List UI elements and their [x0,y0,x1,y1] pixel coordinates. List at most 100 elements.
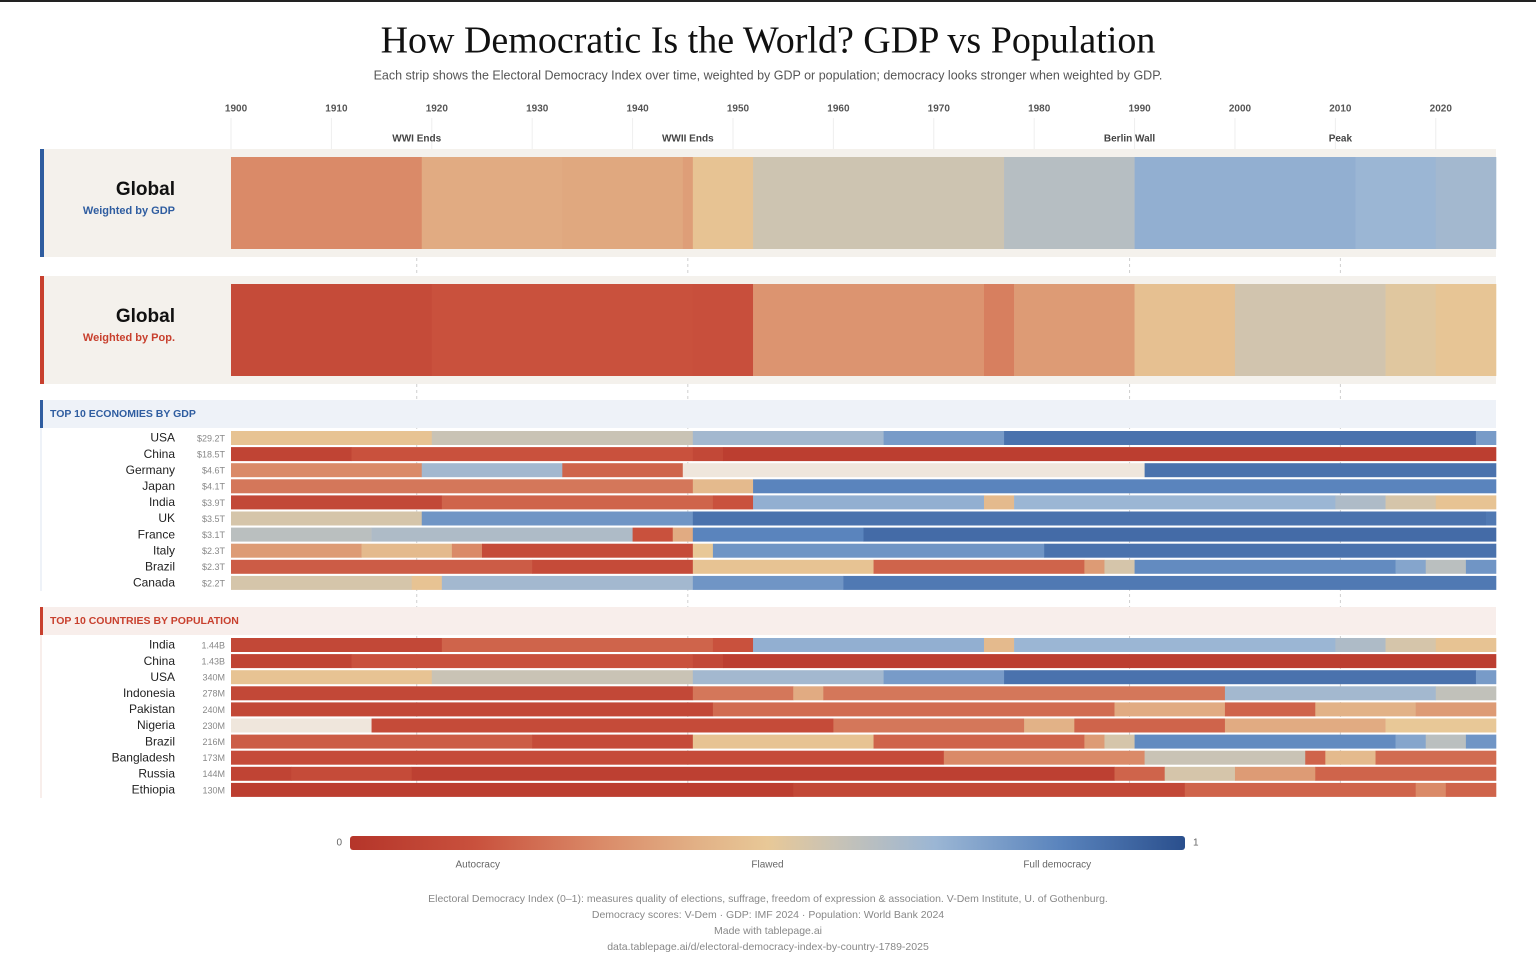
strip-cell [1475,431,1497,445]
strip-cell [1385,718,1497,733]
strip-cell [411,575,443,590]
strip-cell [692,559,874,574]
row-name: Italy [153,543,175,557]
strip-cell [231,766,292,781]
x-tick-label: 2020 [1430,104,1453,115]
row-metric: $2.3T [202,546,226,556]
x-tick-label: 1950 [727,104,750,115]
section-header [40,607,1496,635]
strip-cell [692,670,884,685]
strip-cell [823,686,1226,701]
strip-cell [361,543,453,558]
strip-cell [632,527,674,542]
strip-cell [692,479,754,494]
section-title: TOP 10 ECONOMIES BY GDP [50,408,196,420]
strip-cell [753,638,985,652]
row-metric: 340M [202,673,225,683]
strip-cell [421,157,563,249]
strip-cell [863,527,1497,542]
strip-cell [231,495,443,510]
row-name: China [144,447,176,461]
strip-cell [231,782,794,797]
strip-cell [231,718,372,733]
row-metric: 130M [202,785,225,795]
strip-cell [1305,750,1326,765]
strip-cell [1355,157,1437,249]
strip-cell [1435,638,1497,652]
event-label: WWII Ends [662,134,714,145]
strip-cell [431,670,694,685]
strip-cell [431,431,694,445]
strip-cell [692,431,884,445]
row-name: Brazil [145,559,175,573]
row-name: Germany [126,463,175,477]
strip-cell [1395,734,1427,749]
strip-cell [231,479,694,494]
section-rail [40,428,42,591]
strip-cell [231,511,423,526]
strip-cell [1234,766,1316,781]
strip-cell [1415,702,1497,717]
strip-cell [1114,766,1165,781]
strip-cell [753,157,1005,249]
strip-cell [1044,543,1497,558]
row-metric: 1.43B [201,656,225,666]
strip-cell [793,782,1186,797]
strip-cell [231,447,352,462]
strip-cell [843,575,1497,590]
row-metric: 240M [202,705,225,715]
panel-subtitle: Weighted by Pop. [83,332,175,344]
legend-label: Autocracy [456,860,500,871]
strip-cell [753,284,985,376]
row-metric: $29.2T [197,433,226,443]
panel-subtitle: Weighted by GDP [83,205,175,217]
strip-cell [1475,670,1497,685]
legend-label: Full democracy [1023,860,1091,871]
x-tick-label: 1990 [1128,104,1151,115]
row-metric: $18.5T [197,449,226,459]
strip-cell [532,559,694,574]
strip-cell [983,638,1015,652]
strip-cell [231,654,352,669]
strip-cell [1104,559,1135,574]
strip-cell [441,495,714,510]
strip-cell [532,734,694,749]
strip-cell [562,157,684,249]
x-tick-label: 1930 [526,104,549,115]
strip-cell [231,750,945,765]
strip-cell [1485,511,1497,526]
strip-cell [231,157,423,249]
strip-cell [1084,734,1105,749]
strip-cell [692,543,714,558]
row-metric: 278M [202,689,225,699]
section-title: TOP 10 COUNTRIES BY POPULATION [50,615,239,627]
x-tick-label: 2010 [1329,104,1352,115]
strip-cell [722,447,1497,462]
legend-max: 1 [1193,838,1199,849]
strip-cell [873,734,1085,749]
strip-cell [231,702,714,717]
strip-cell [1315,766,1497,781]
footer-line: Made with tablepage.ai [714,925,822,937]
strip-cell [1385,638,1437,652]
strip-cell [291,766,413,781]
strip-cell [421,511,694,526]
event-label: WWI Ends [392,134,441,145]
strip-cell [1114,702,1226,717]
strip-cell [481,543,694,558]
top-border [0,0,1536,2]
legend-min: 0 [336,838,342,849]
strip-cell [231,575,413,590]
footer-line: Democracy scores: V-Dem · GDP: IMF 2024 … [592,909,944,921]
strip-cell [231,734,533,749]
strip-cell [441,575,694,590]
strip-cell [1224,702,1316,717]
strip-cell [753,479,1497,494]
strip-cell [793,686,824,701]
strip-cell [231,559,533,574]
strip-cell [692,284,754,376]
strip-cell [1104,734,1135,749]
panel-accent [40,149,44,257]
